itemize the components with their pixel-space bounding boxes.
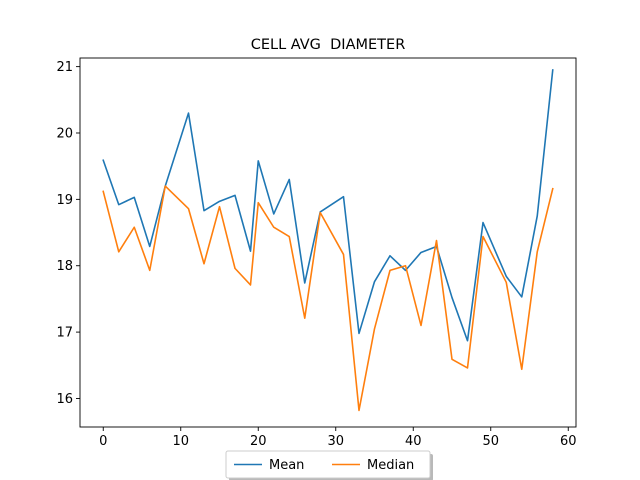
- x-tick-label: 10: [172, 434, 189, 449]
- legend-box: [225, 450, 431, 479]
- legend-label-mean: Mean: [269, 458, 304, 473]
- y-tick-label: 17: [56, 326, 73, 341]
- x-tick-label: 60: [560, 434, 577, 449]
- x-tick-label: 0: [99, 434, 107, 449]
- axes: 0 10 20 30 40 50 60 16 17 18 19 20 21: [56, 57, 577, 449]
- legend: Mean Median: [225, 450, 433, 480]
- chart-title: CELL AVG DIAMETER: [251, 37, 406, 53]
- plot-area: [102, 69, 554, 412]
- legend-label-median: Median: [367, 458, 414, 473]
- y-tick-label: 19: [56, 193, 73, 208]
- series-line-mean: [102, 69, 554, 342]
- x-tick-label: 50: [482, 434, 499, 449]
- y-tick-label: 20: [56, 126, 73, 141]
- series-line-median: [102, 185, 554, 412]
- x-tick-label: 30: [327, 434, 344, 449]
- y-tick-label: 16: [56, 392, 73, 407]
- y-tick-label: 21: [56, 60, 73, 75]
- y-tick-label: 18: [56, 259, 73, 274]
- axes-frame: [79, 57, 577, 428]
- x-tick-label: 20: [250, 434, 267, 449]
- x-tick-label: 40: [405, 434, 422, 449]
